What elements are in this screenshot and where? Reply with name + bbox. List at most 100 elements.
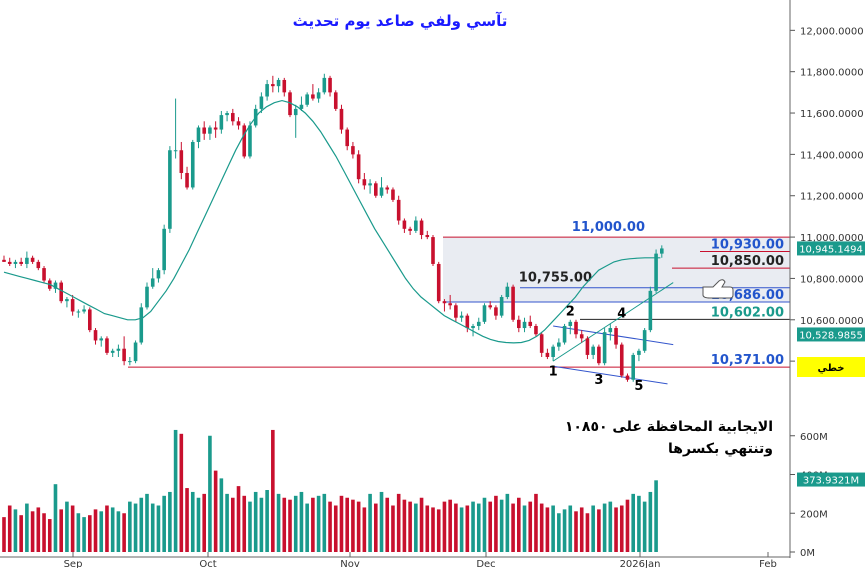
tool-badge: خطي <box>797 357 865 377</box>
candle-body <box>93 330 98 341</box>
volume-bar <box>654 480 658 552</box>
wave-label: 3 <box>594 373 603 388</box>
volume-bar <box>139 497 144 552</box>
candle-body <box>322 77 327 93</box>
volume-bar <box>30 511 35 552</box>
candle-body <box>402 220 407 229</box>
volume-tick-label: 200M <box>800 509 828 520</box>
candle-body <box>391 189 395 200</box>
candle-body <box>276 79 281 87</box>
x-tick-label: Feb <box>759 559 777 568</box>
candle-body <box>150 278 155 287</box>
volume-bar <box>156 505 161 552</box>
candle-body <box>642 330 647 351</box>
volume-bar <box>99 511 104 552</box>
volume-bar <box>608 501 613 552</box>
ma-badge-text: 10,528.9855 <box>799 330 863 341</box>
candle-body <box>471 325 475 329</box>
last-price-badge-bg <box>797 241 865 256</box>
candle-body <box>511 286 515 320</box>
volume-bar <box>459 507 464 552</box>
candle-body <box>459 315 464 318</box>
volume-bar <box>42 513 46 552</box>
volume-bar <box>236 486 241 552</box>
candle-body <box>494 307 498 316</box>
volume-bar <box>339 495 344 552</box>
volume-bar <box>242 495 247 552</box>
pointer-hand-icon <box>702 279 734 299</box>
pointer-hand-shape <box>702 279 734 299</box>
volume-bar <box>585 513 590 552</box>
volume-bar <box>614 507 618 552</box>
candle-body <box>282 79 287 93</box>
candle-body <box>591 346 595 355</box>
volume-bar <box>579 507 584 552</box>
candle-body <box>408 228 412 231</box>
volume-bar <box>168 491 172 552</box>
candle-body <box>579 334 584 339</box>
volume-bar <box>539 503 544 552</box>
candle-body <box>539 334 544 353</box>
candle-body <box>562 325 567 343</box>
candle-body <box>356 154 361 180</box>
volume-bar <box>534 493 538 552</box>
volume-bar <box>208 435 212 552</box>
wedge-upper-line <box>553 325 674 346</box>
candle-body <box>419 220 424 236</box>
candle-body <box>231 113 235 122</box>
candle-body <box>545 352 550 357</box>
candle-body <box>431 237 435 264</box>
volume-bar <box>133 503 138 552</box>
candle-body <box>660 248 664 254</box>
candle-body <box>139 307 144 343</box>
candle-body <box>65 299 69 302</box>
candle-body <box>128 361 132 363</box>
level-label: 10,602.00 <box>711 305 784 320</box>
volume-bar <box>128 501 132 552</box>
volume-bar <box>185 488 189 552</box>
volume-bar <box>425 505 430 552</box>
candle-body <box>528 321 533 326</box>
tool-badge-bg <box>797 357 865 377</box>
y-tick-label: 11,600.0000 <box>800 109 864 120</box>
volume-bar <box>619 505 624 552</box>
ma-badge-bg <box>797 327 865 342</box>
volume-bar <box>528 501 533 552</box>
y-tick-label: 12,000.0000 <box>800 26 864 37</box>
candle-body <box>19 261 23 264</box>
candle-body <box>70 299 75 312</box>
volume-bar <box>431 507 435 552</box>
volume-bar <box>517 497 521 552</box>
candle-body <box>208 127 212 134</box>
volume-tick-label: 0M <box>800 548 815 559</box>
candle-body <box>476 321 481 326</box>
y-tick-label: 11,800.0000 <box>800 68 864 79</box>
volume-bar <box>476 503 481 552</box>
volume-bar <box>557 513 561 552</box>
volume-bar <box>282 497 287 552</box>
candle-body <box>99 338 104 341</box>
candle-body <box>225 113 229 116</box>
volume-bar <box>505 493 510 552</box>
volume-bar <box>562 509 567 552</box>
candle-body <box>368 183 372 186</box>
candle-body <box>88 309 92 331</box>
candle-body <box>36 261 41 269</box>
wave-label: 4 <box>617 307 626 322</box>
x-tick-label: 2026Jan <box>620 559 661 568</box>
volume-badge: 373.9321M <box>797 472 865 487</box>
volume-bar <box>642 501 647 552</box>
volume-bar <box>65 501 69 552</box>
volume-bar <box>402 499 407 552</box>
y-tick-label: 10,600.0000 <box>800 316 864 327</box>
candle-body <box>499 297 504 316</box>
candle-body <box>179 150 184 173</box>
candle-body <box>442 301 447 304</box>
ma-line <box>3 99 661 344</box>
candle-body <box>379 187 384 196</box>
candle-body <box>259 96 264 109</box>
volume-bar <box>13 509 18 552</box>
candle-body <box>614 328 618 345</box>
volume-bar <box>276 493 281 552</box>
volume-bar <box>173 429 178 552</box>
